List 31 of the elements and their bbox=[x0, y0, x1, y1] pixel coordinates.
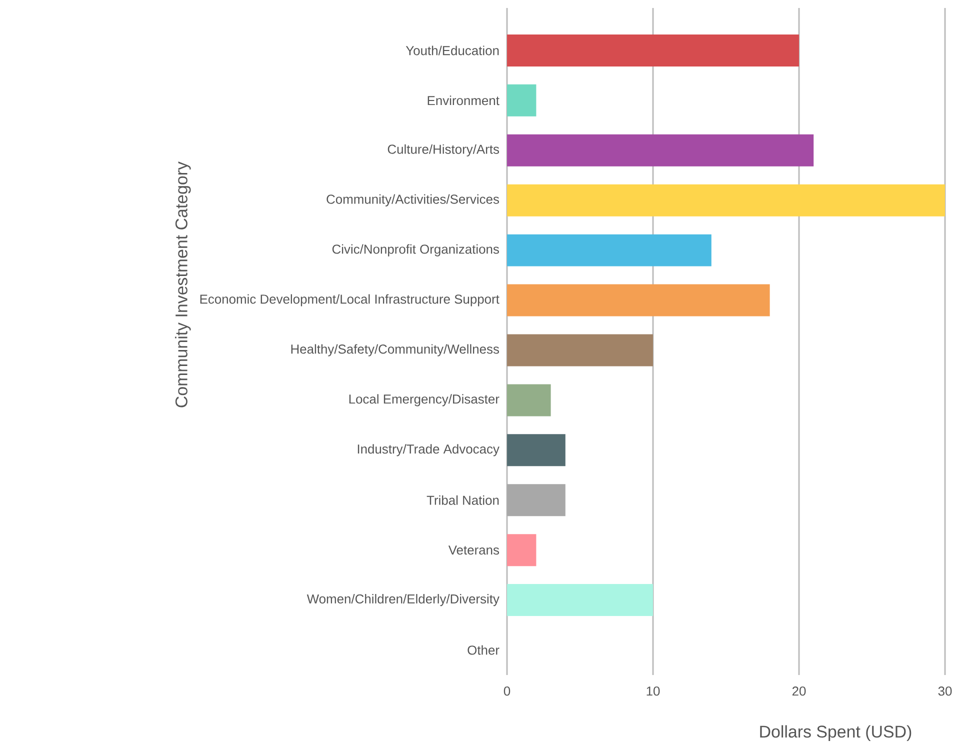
y-tick-label: Economic Development/Local Infrastructure Support bbox=[200, 294, 500, 306]
y-tick-label: Industry/Trade Advocacy bbox=[358, 444, 500, 456]
bar bbox=[507, 384, 551, 416]
y-tick-label: Local Emergency/Disaster bbox=[349, 394, 500, 406]
bar bbox=[507, 584, 654, 616]
x-tick-label: 0 bbox=[504, 686, 510, 696]
y-tick-label: Other bbox=[468, 645, 500, 655]
y-tick-label: Environment bbox=[428, 96, 500, 106]
y-tick-label: Civic/Nonprofit Organizations bbox=[332, 244, 499, 256]
y-tick-label: Tribal Nation bbox=[426, 495, 499, 505]
bar bbox=[507, 34, 800, 66]
x-tick-label: 10 bbox=[646, 686, 660, 696]
bar bbox=[507, 534, 536, 566]
y-tick-label: Veterans bbox=[448, 546, 500, 555]
y-tick-label: Community/Activities/Services bbox=[326, 194, 500, 206]
y-tick-label: Culture/History/Arts bbox=[388, 144, 500, 156]
y-tick-label: Women/Children/Elderly/Diversity bbox=[306, 594, 500, 606]
y-tick-label: Youth/Education bbox=[406, 46, 499, 56]
bar bbox=[507, 84, 536, 116]
y-tick-label: Healthy/Safety/Community/Wellness bbox=[291, 344, 500, 356]
bar bbox=[507, 484, 566, 516]
x-tick-label: 30 bbox=[938, 686, 952, 696]
bar bbox=[507, 434, 566, 466]
bar bbox=[507, 184, 946, 216]
x-axis-title: Dollars Spent (USD) bbox=[760, 725, 912, 741]
bar bbox=[507, 284, 770, 316]
bar bbox=[507, 134, 814, 166]
y-axis-title: Community Investment Category bbox=[175, 162, 191, 408]
bar bbox=[507, 334, 654, 366]
x-tick-label: 20 bbox=[792, 686, 806, 696]
bar bbox=[507, 234, 712, 266]
